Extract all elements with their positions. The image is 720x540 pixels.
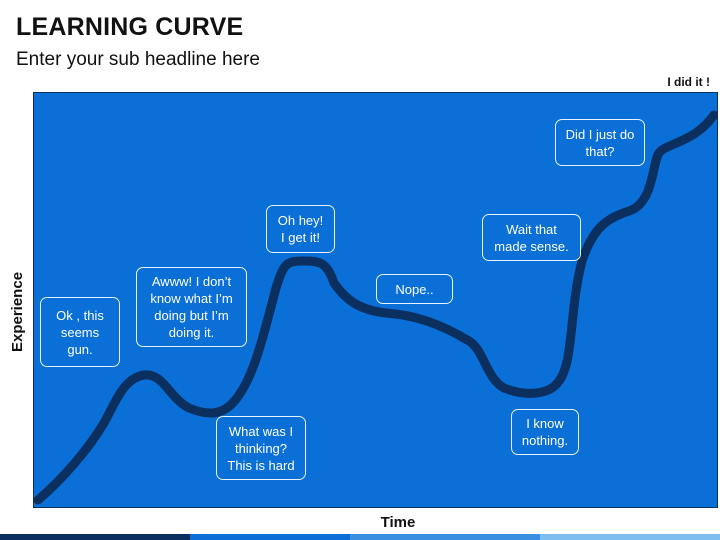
x-axis-label: Time (380, 514, 416, 531)
footer-segment (350, 534, 540, 540)
diagram-panel: Ok , this seems gun. Awww! I don’t know … (33, 92, 718, 508)
footer-segment (0, 534, 190, 540)
goal-label: I did it ! (667, 75, 710, 89)
footer-bar (0, 534, 720, 540)
y-axis-label: Experience (9, 271, 26, 353)
note-wait-that-made-sense: Wait that made sense. (482, 214, 581, 261)
note-nope: Nope.. (376, 274, 453, 304)
page-title: LEARNING CURVE (16, 13, 244, 41)
note-i-know-nothing: I know nothing. (511, 409, 579, 455)
page-subtitle: Enter your sub headline here (16, 49, 260, 70)
note-awww: Awww! I don’t know what I’m doing but I’… (136, 267, 247, 347)
note-ok-this-seems-gun: Ok , this seems gun. (40, 297, 120, 367)
learning-curve-line (34, 110, 717, 505)
footer-segment (190, 534, 350, 540)
footer-segment (540, 534, 720, 540)
note-oh-hey: Oh hey! I get it! (266, 205, 335, 253)
note-what-was-i-thinking: What was I thinking? This is hard (216, 416, 306, 480)
note-did-i-just-do-that: Did I just do that? (555, 119, 645, 166)
